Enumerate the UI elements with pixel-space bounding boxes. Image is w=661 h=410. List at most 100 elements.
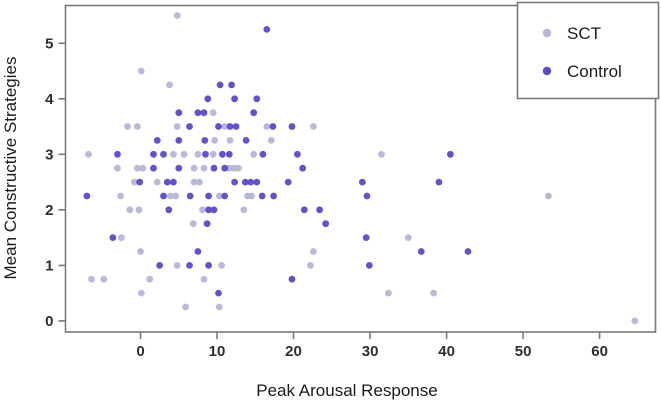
data-point-control	[150, 164, 157, 172]
axis-ticks: 0 10 20 30 40 50 60 0 1 2 3 4 5	[45, 36, 608, 360]
data-point-sct	[385, 289, 392, 297]
data-point-control	[215, 123, 222, 130]
data-point-control	[175, 164, 183, 172]
data-point-control	[186, 192, 194, 200]
data-point-sct	[263, 123, 271, 130]
data-point-sct	[430, 289, 437, 297]
data-point-control	[216, 81, 224, 89]
data-point-control	[205, 262, 213, 269]
data-point-control	[194, 109, 202, 117]
data-point-control	[417, 248, 425, 255]
data-point-sct	[221, 123, 229, 130]
data-point-control	[300, 206, 308, 214]
data-point-sct	[209, 150, 217, 158]
data-point-sct	[194, 150, 202, 158]
data-point-sct	[117, 192, 124, 200]
x-tick-label: 50	[515, 343, 532, 360]
data-point-control	[359, 178, 366, 186]
data-point-sct	[209, 109, 217, 117]
data-point-sct	[182, 303, 190, 311]
data-point-control	[114, 150, 121, 158]
data-point-control	[150, 150, 157, 158]
data-point-control	[205, 206, 213, 214]
x-tick-label: 30	[362, 343, 379, 360]
data-point-control	[202, 150, 209, 158]
data-point-control	[363, 192, 371, 200]
data-point-sct	[153, 178, 161, 186]
y-tick-label: 4	[45, 91, 54, 108]
data-point-sct	[137, 248, 144, 255]
data-point-control	[201, 137, 209, 144]
data-point-control	[226, 123, 234, 130]
data-point-sct	[310, 123, 317, 130]
data-point-control	[259, 150, 267, 158]
data-point-sct	[85, 150, 92, 158]
data-point-sct	[170, 150, 177, 158]
data-point-control	[194, 248, 202, 255]
data-point-sct	[88, 275, 95, 283]
data-point-control	[175, 109, 183, 117]
data-point-sct	[166, 81, 174, 89]
data-point-control	[250, 109, 258, 117]
data-point-control	[165, 206, 173, 214]
data-point-sct	[135, 206, 143, 214]
data-point-control	[203, 220, 211, 228]
data-point-sct	[218, 262, 226, 269]
data-point-control	[231, 178, 239, 186]
data-point-sct	[250, 150, 258, 158]
data-point-control	[365, 262, 373, 269]
y-tick-label: 1	[45, 258, 53, 275]
data-point-control	[435, 178, 443, 186]
data-point-sct	[190, 164, 198, 172]
data-point-sct	[200, 275, 208, 283]
data-point-control	[288, 275, 296, 283]
data-point-sct	[378, 150, 385, 158]
data-point-control	[205, 192, 213, 200]
data-point-control	[263, 26, 271, 33]
data-point-sct	[404, 234, 412, 242]
data-point-control	[316, 206, 323, 214]
y-tick-label: 0	[45, 313, 53, 330]
data-point-control	[186, 262, 193, 269]
data-point-control	[221, 164, 229, 172]
data-point-sct	[307, 262, 314, 269]
data-point-control	[210, 206, 218, 214]
data-point-control	[109, 234, 117, 242]
data-point-control	[136, 178, 144, 186]
data-point-control	[225, 150, 233, 158]
data-point-sct	[118, 234, 125, 242]
data-point-sct	[173, 262, 181, 269]
data-point-control	[228, 81, 236, 89]
plot-area	[64, 4, 657, 333]
data-point-control	[241, 178, 249, 186]
data-point-control	[200, 109, 208, 117]
y-tick-label: 5	[45, 36, 53, 53]
data-point-control	[253, 95, 261, 103]
data-point-control	[163, 178, 171, 186]
data-point-sct	[134, 164, 141, 172]
data-point-sct	[172, 192, 180, 200]
data-point-control	[232, 123, 240, 130]
data-point-control	[284, 178, 292, 186]
data-point-sct	[137, 289, 145, 297]
data-point-sct	[226, 137, 234, 144]
data-point-sct	[131, 178, 138, 186]
data-point-sct	[166, 192, 174, 200]
data-point-control	[253, 178, 261, 186]
data-point-sct	[114, 164, 121, 172]
data-point-sct	[173, 12, 181, 19]
data-point-control	[447, 150, 454, 158]
x-tick-label: 60	[591, 343, 608, 360]
data-point-control	[288, 123, 296, 130]
data-point-sct	[240, 206, 248, 214]
data-point-sct	[248, 192, 255, 200]
x-tick-label: 40	[438, 343, 455, 360]
legend-label-control: Control	[567, 62, 622, 81]
data-point-sct	[211, 137, 219, 144]
y-axis-label: Mean Constructive Strategies	[1, 57, 20, 280]
data-point-control	[464, 248, 472, 255]
data-point-sct	[190, 178, 198, 186]
data-point-sct	[631, 317, 639, 325]
x-tick-label: 20	[285, 343, 302, 360]
